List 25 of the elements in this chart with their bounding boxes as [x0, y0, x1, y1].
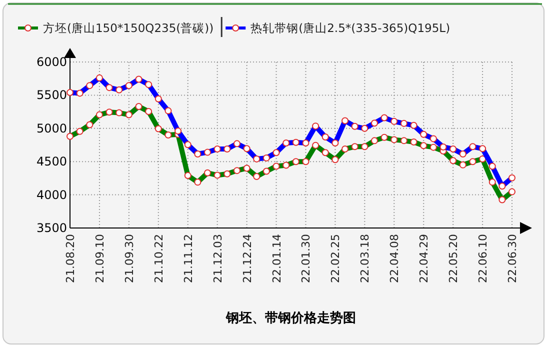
x-tick-label: 22.05.20 — [447, 234, 460, 283]
x-tick-label: 21.08.20 — [64, 234, 77, 283]
x-tick-label: 21.10.22 — [152, 234, 166, 283]
x-tick-label: 22.02.25 — [329, 234, 342, 283]
y-tick-label: 4500 — [36, 154, 67, 169]
x-tick-label: 22.01.30 — [300, 234, 313, 283]
x-tick-label: 22.04.29 — [418, 234, 431, 283]
x-tick-label: 21.09.30 — [122, 234, 136, 283]
x-tick-label: 21.11.12 — [182, 234, 195, 283]
x-tick-label: 21.09.10 — [93, 234, 106, 283]
y-tick-label: 5500 — [36, 88, 67, 102]
y-tick-label: 5000 — [36, 121, 67, 136]
x-tick-label: 22.01.14 — [270, 234, 284, 283]
y-tick-label: 4000 — [36, 188, 67, 202]
y-tick-label: 6000 — [36, 55, 67, 69]
legend-label: 热轧带钢(唐山2.5*(335-365)Q195L) — [250, 21, 450, 35]
x-tick-label: 22.04.08 — [388, 234, 402, 283]
x-tick-label: 22.03.18 — [358, 234, 372, 283]
text: 钢坯、带钢价格走势图 — [225, 310, 356, 326]
x-tick-label: 21.12.03 — [211, 234, 224, 283]
x-tick-label: 22.06.10 — [476, 234, 490, 283]
legend-label: 方坯(唐山150*150Q235(普碳)) — [43, 21, 214, 35]
x-tick-label: 21.12.24 — [240, 234, 254, 283]
x-tick-label: 22.06.30 — [506, 234, 519, 283]
y-tick-label: 3500 — [36, 221, 67, 235]
